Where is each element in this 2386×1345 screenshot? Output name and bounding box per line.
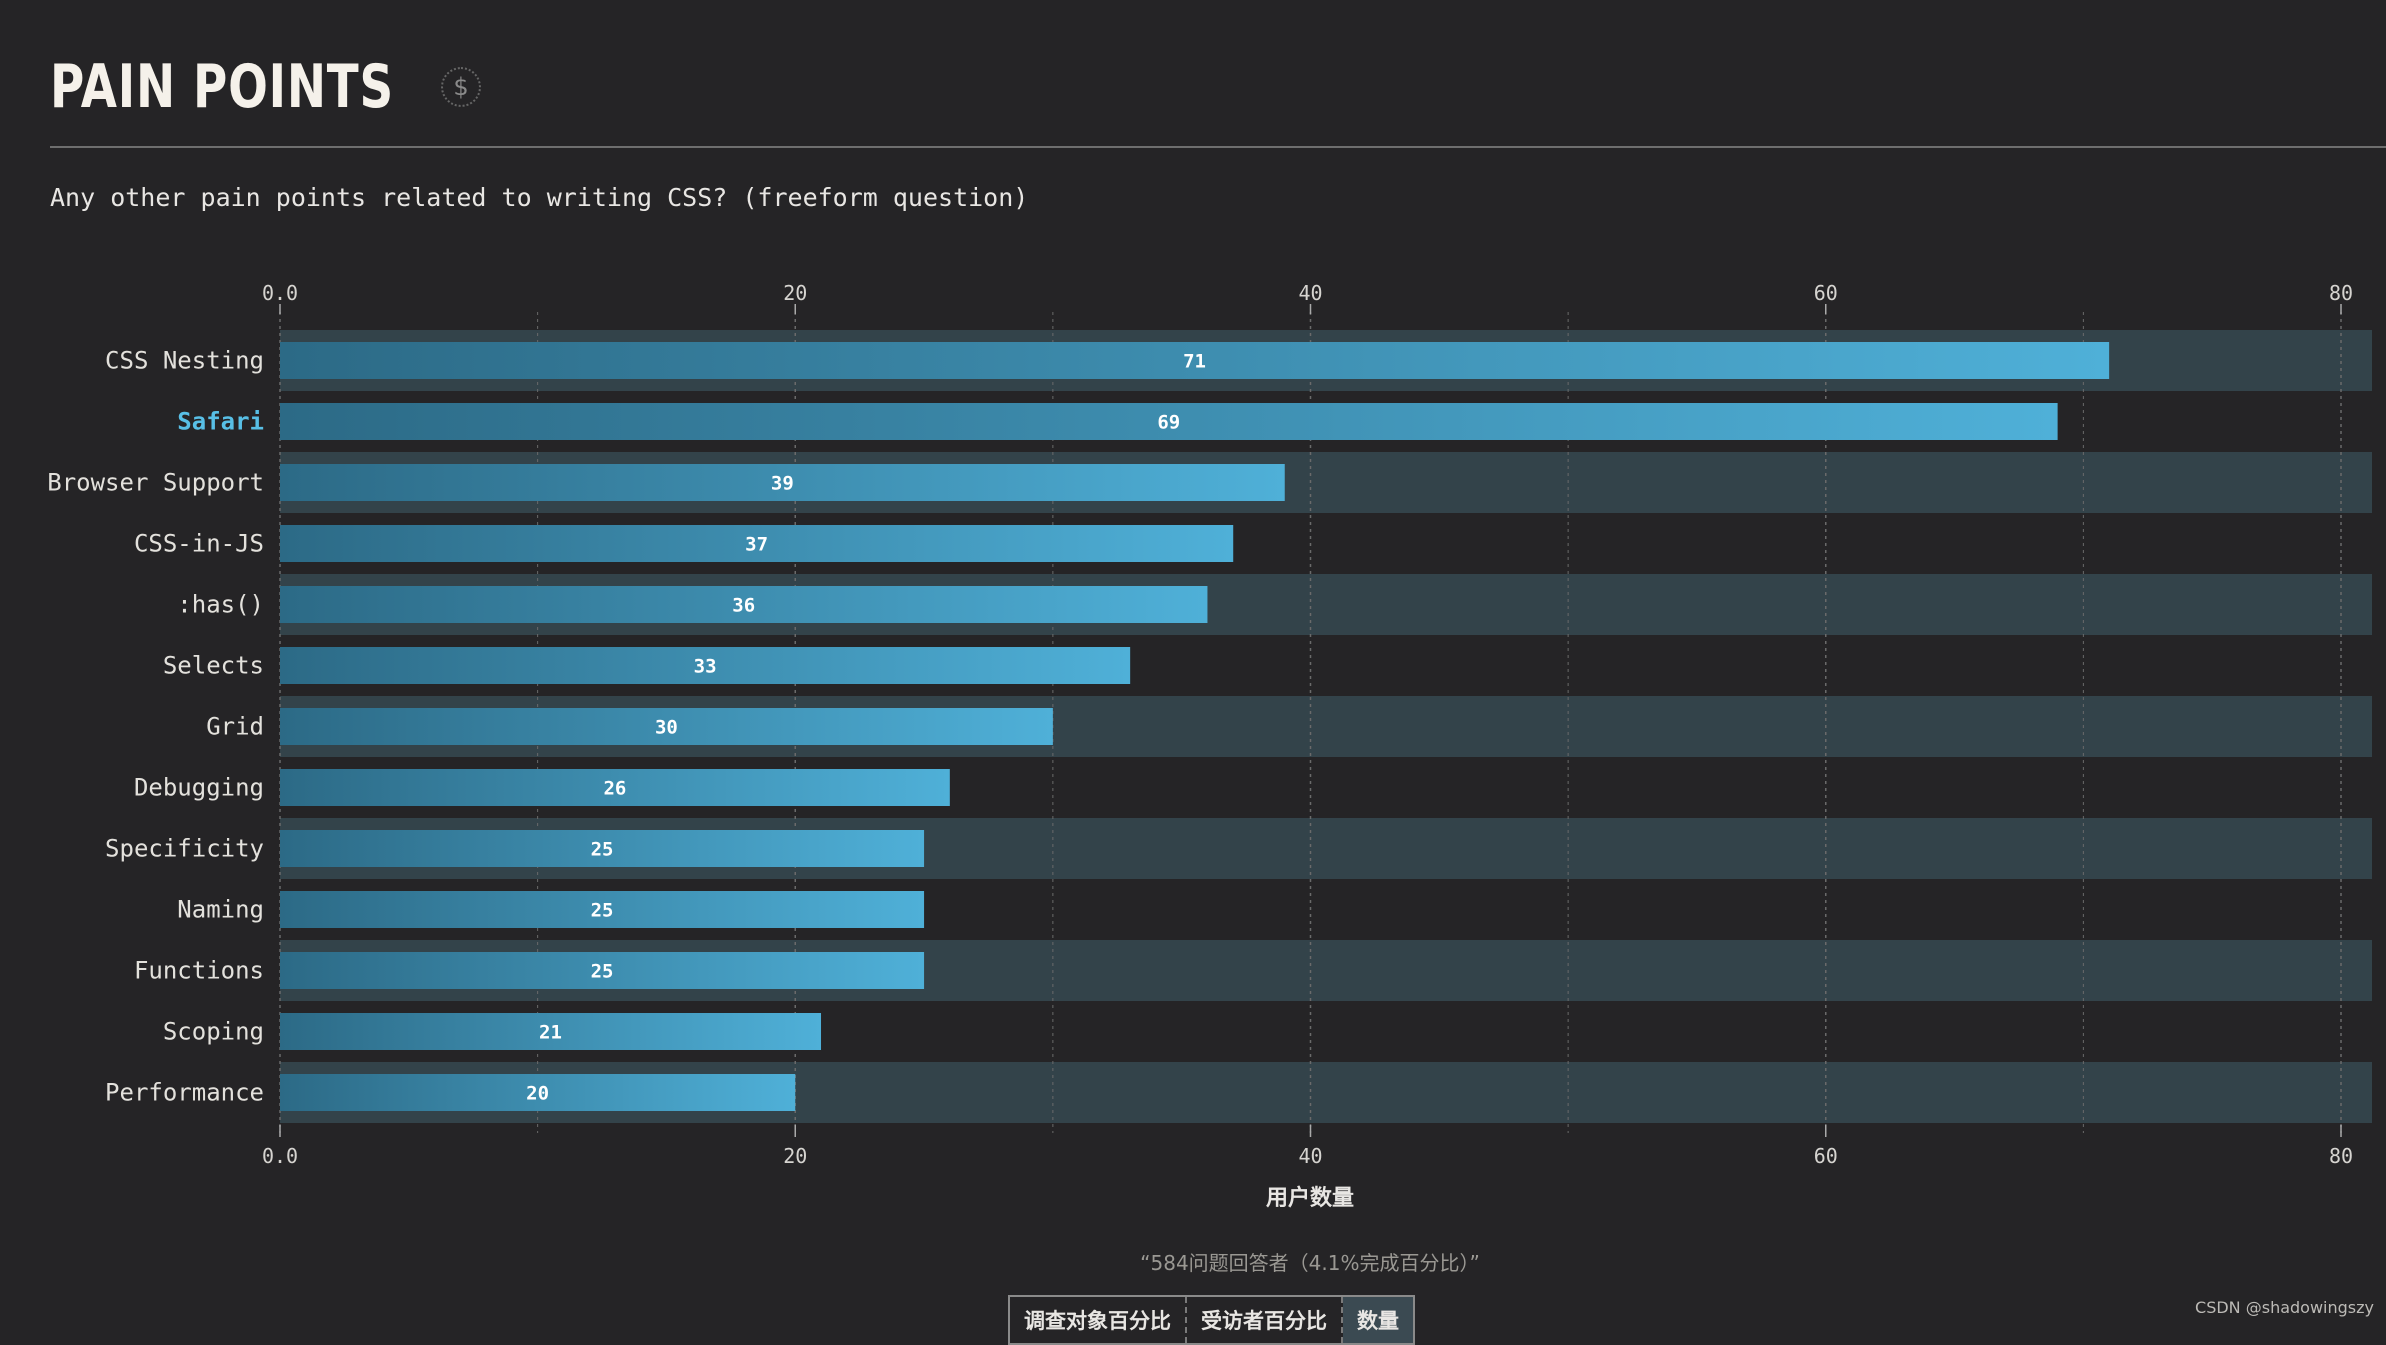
bar-value-label: 33	[694, 656, 717, 678]
x-tick-label-top: 60	[1814, 281, 1838, 305]
bar-value-label: 25	[591, 900, 614, 922]
category-label: CSS Nesting	[105, 347, 264, 375]
bar-value-label: 20	[526, 1083, 549, 1105]
bar-value-label: 37	[745, 534, 768, 556]
x-axis-label: 用户数量	[1266, 1185, 1354, 1211]
bar-chart: 71 CSS Nesting 69 Safari 39 Browser Support 37…	[47, 281, 2372, 1211]
category-label: Debugging	[134, 774, 264, 802]
x-tick-label-bottom: 60	[1814, 1144, 1838, 1168]
x-tick-label-bottom: 40	[1298, 1144, 1322, 1168]
category-label: Functions	[134, 957, 264, 985]
tab-count[interactable]: 数量	[1343, 1297, 1413, 1343]
category-label: Performance	[105, 1079, 264, 1107]
x-tick-label-top: 80	[2329, 281, 2353, 305]
bar-value-label: 36	[732, 595, 755, 617]
question-text: Any other pain points related to writing…	[50, 183, 1029, 212]
bar[interactable]	[280, 891, 925, 928]
category-label: Browser Support	[47, 469, 264, 497]
category-label: Selects	[163, 652, 264, 680]
x-tick-label-top: 20	[783, 281, 807, 305]
bar[interactable]	[280, 830, 925, 867]
bar-value-label: 30	[655, 717, 678, 739]
bar[interactable]	[280, 403, 2058, 440]
respondent-footnote: “584问题回答者（4.1%完成百分比）”	[1140, 1251, 1480, 1275]
bar[interactable]	[280, 769, 950, 806]
category-label: Specificity	[105, 835, 264, 863]
bar[interactable]	[280, 342, 2110, 379]
unit-toggle: 调查对象百分比 受访者百分比 数量	[1008, 1295, 1415, 1345]
bar-value-label: 25	[591, 961, 614, 983]
watermark: CSDN @shadowingszy	[2195, 1298, 2374, 1317]
category-label: Scoping	[163, 1018, 264, 1046]
category-label: :has()	[177, 591, 264, 619]
bar[interactable]	[280, 464, 1285, 501]
x-tick-label-bottom: 20	[783, 1144, 807, 1168]
bar-value-label: 39	[771, 473, 794, 495]
page-title: PAIN POINTS	[50, 52, 394, 122]
category-label: CSS-in-JS	[134, 530, 264, 558]
bar-value-label: 21	[539, 1022, 562, 1044]
section-header: PAIN POINTS $	[50, 52, 481, 122]
bar[interactable]	[280, 708, 1053, 745]
bar-value-label: 69	[1157, 412, 1180, 434]
x-tick-label-bottom: 0.0	[262, 1144, 298, 1168]
x-tick-label-bottom: 80	[2329, 1144, 2353, 1168]
tab-survey-percent[interactable]: 调查对象百分比	[1010, 1297, 1187, 1343]
bar[interactable]	[280, 1074, 796, 1111]
bar-value-label: 26	[603, 778, 626, 800]
category-label: Naming	[177, 896, 264, 924]
bar[interactable]	[280, 1013, 822, 1050]
category-label: Safari	[177, 408, 264, 436]
bar-value-label: 71	[1183, 351, 1206, 373]
bar[interactable]	[280, 952, 925, 989]
x-tick-label-top: 0.0	[262, 281, 298, 305]
x-tick-label-top: 40	[1298, 281, 1322, 305]
header-divider	[50, 146, 2386, 148]
dollar-sponsor-icon[interactable]: $	[441, 67, 481, 107]
bar[interactable]	[280, 525, 1234, 562]
bar[interactable]	[280, 586, 1208, 623]
bar-value-label: 25	[591, 839, 614, 861]
tab-respondent-percent[interactable]: 受访者百分比	[1187, 1297, 1343, 1343]
category-label: Grid	[206, 713, 264, 741]
bar[interactable]	[280, 647, 1131, 684]
